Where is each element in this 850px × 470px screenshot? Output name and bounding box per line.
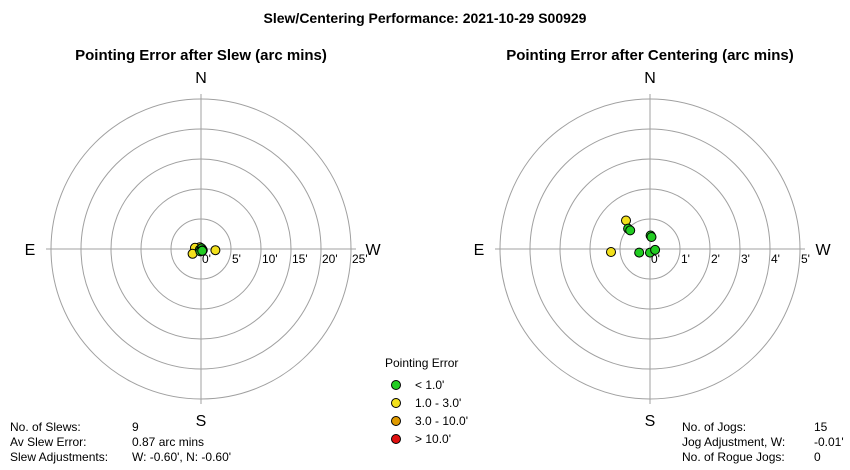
tick-label: 0' <box>202 252 211 266</box>
stat-jog-adjust-value: -0.01' <box>814 435 844 449</box>
legend-title: Pointing Error <box>385 356 458 370</box>
slew-stats: No. of Slews: 9 Av Slew Error: 0.87 arc … <box>10 420 231 464</box>
legend-item-label: 3.0 - 10.0' <box>415 414 468 428</box>
centering-west-label: W <box>815 242 831 259</box>
centering-points <box>606 215 661 258</box>
tick-label: 4' <box>771 252 780 266</box>
stat-jog-adjust-label: Jog Adjustment, W: <box>682 435 785 449</box>
centering-polar-plot: Pointing Error after Centering (arc mins… <box>474 47 832 430</box>
tick-label: 1' <box>681 252 690 266</box>
centering-north-label: N <box>644 70 656 87</box>
legend-marker-orange <box>391 416 401 426</box>
legend-item-label: 1.0 - 3.0' <box>415 396 461 410</box>
error-point <box>646 232 657 242</box>
tick-label: 2' <box>711 252 720 266</box>
centering-plot-title: Pointing Error after Centering (arc mins… <box>506 47 794 64</box>
stat-jogs-label: No. of Jogs: <box>682 420 746 434</box>
slew-north-label: N <box>195 70 207 87</box>
centering-south-label: S <box>645 413 656 430</box>
stat-slews-label: No. of Slews: <box>10 420 81 434</box>
stat-rogue-label: No. of Rogue Jogs: <box>682 450 785 464</box>
error-point <box>210 245 221 256</box>
legend-item-label: > 10.0' <box>415 432 451 446</box>
legend-item-label: < 1.0' <box>415 378 444 392</box>
tick-label: 25' <box>352 252 368 266</box>
stat-adjust-value: W: -0.60', N: -0.60' <box>132 450 231 464</box>
legend-marker-green <box>391 380 401 390</box>
tick-label: 5' <box>232 252 241 266</box>
slew-south-label: S <box>196 413 207 430</box>
tick-label: 10' <box>262 252 278 266</box>
tick-label: 0' <box>651 252 660 266</box>
slew-polar-plot: Pointing Error after Slew (arc mins) N S… <box>25 47 382 430</box>
stat-adjust-label: Slew Adjustments: <box>10 450 108 464</box>
figure-title: Slew/Centering Performance: 2021-10-29 S… <box>264 10 587 26</box>
tick-label: 20' <box>322 252 338 266</box>
slew-plot-title: Pointing Error after Slew (arc mins) <box>75 47 327 64</box>
stat-av-error-value: 0.87 arc mins <box>132 435 204 449</box>
legend: Pointing Error < 1.0' 1.0 - 3.0' 3.0 - 1… <box>385 356 468 446</box>
error-point <box>606 247 616 257</box>
stat-jogs-value: 15 <box>814 420 828 434</box>
legend-marker-red <box>391 434 401 444</box>
centering-tick-labels: 0' 1' 2' 3' 4' 5' <box>651 252 810 266</box>
stat-av-error-label: Av Slew Error: <box>10 435 86 449</box>
error-point <box>650 244 661 255</box>
tick-label: 5' <box>801 252 810 266</box>
stat-rogue-value: 0 <box>814 450 821 464</box>
centering-stats: No. of Jogs: 15 Jog Adjustment, W: -0.01… <box>682 420 844 464</box>
slew-west-label: W <box>365 242 381 259</box>
slew-grid <box>46 94 356 404</box>
slew-tick-labels: 0' 5' 10' 15' 20' 25' <box>202 252 368 266</box>
error-point <box>634 247 645 258</box>
stat-slews-value: 9 <box>132 420 139 434</box>
centering-east-label: E <box>474 242 485 259</box>
legend-marker-yellow <box>391 398 401 408</box>
error-point <box>197 245 208 256</box>
error-point <box>625 225 636 236</box>
tick-label: 15' <box>292 252 308 266</box>
centering-grid <box>495 94 805 404</box>
slew-points <box>187 242 221 259</box>
slew-east-label: E <box>25 242 36 259</box>
error-point <box>621 215 631 226</box>
tick-label: 3' <box>741 252 750 266</box>
